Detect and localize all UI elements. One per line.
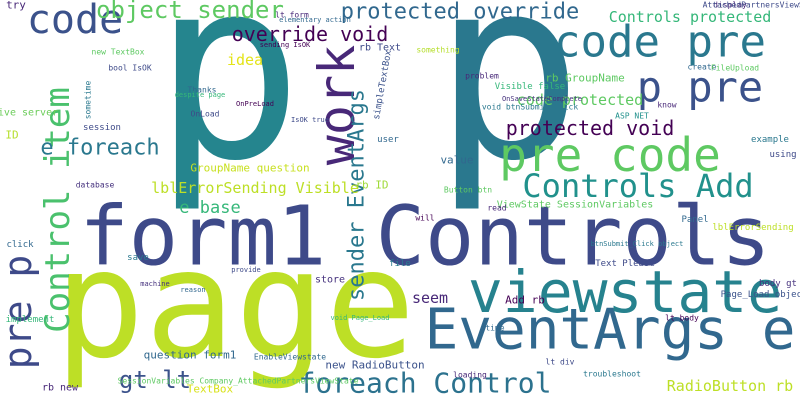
word: troubleshoot xyxy=(583,370,641,379)
word: pre p xyxy=(0,255,40,369)
word: bool IsOK xyxy=(108,64,152,73)
word: rb ID xyxy=(355,179,388,192)
word: e foreach xyxy=(40,136,159,161)
word: problem xyxy=(465,72,499,81)
word: FileUpload xyxy=(711,64,759,73)
word: pre code xyxy=(499,128,721,182)
word: body gt xyxy=(759,279,797,289)
word: session xyxy=(83,123,121,133)
word: void btnSubmit_Click xyxy=(482,103,579,112)
word: value xyxy=(440,154,473,167)
word: sending IsOK xyxy=(260,41,311,49)
word: lblErrorSending Visible xyxy=(151,179,359,197)
word: loading xyxy=(453,371,487,380)
word: something xyxy=(416,46,460,55)
word: OnLoad xyxy=(191,110,220,119)
word: example xyxy=(751,135,789,145)
word: Button btn xyxy=(444,186,492,195)
word: gt lt xyxy=(119,366,191,394)
word: provide xyxy=(231,266,261,274)
word: will xyxy=(415,214,434,223)
word: store xyxy=(315,275,345,286)
word: reason xyxy=(180,286,205,294)
word: work xyxy=(308,45,366,165)
word: btnSubmit_Click object xyxy=(591,240,684,248)
word: ASP NET xyxy=(615,112,649,121)
word: lt div xyxy=(546,358,575,367)
word: display xyxy=(713,1,747,10)
word: live server xyxy=(0,108,58,119)
word: OnPreLoad xyxy=(236,100,274,108)
word: lt body xyxy=(665,314,699,323)
word: Control item xyxy=(38,87,78,333)
word: try xyxy=(6,0,26,12)
word: click xyxy=(6,240,34,250)
word: code pre xyxy=(554,17,766,68)
word: time xyxy=(485,324,504,333)
word: p xyxy=(433,0,584,216)
word: TextBox xyxy=(187,383,234,396)
word: know xyxy=(657,101,676,110)
word: p pre xyxy=(637,63,763,112)
word: user xyxy=(377,135,399,145)
word: protected override xyxy=(341,0,579,25)
word: lblErrorSending xyxy=(712,223,793,233)
word: sender EventArgs xyxy=(345,89,370,301)
word: AttachedPartnersViewState vs xyxy=(703,1,800,10)
word: EventArgs e xyxy=(425,298,796,363)
word: Panel xyxy=(681,215,708,225)
word: save xyxy=(127,253,149,263)
word: ViewState SessionVariables xyxy=(497,200,654,211)
word: p xyxy=(153,0,304,216)
word: new TextBox xyxy=(92,48,145,57)
word: database xyxy=(76,181,115,190)
word: idea xyxy=(227,51,263,69)
word: SessionVariables Company_AttachedPartner… xyxy=(118,377,359,386)
word: Visible false xyxy=(495,82,565,92)
word: question form1 xyxy=(144,349,237,362)
word: protected void xyxy=(506,116,675,140)
word: RadioButton rb xyxy=(667,377,793,395)
word: OnSaveStateComplete xyxy=(502,95,582,103)
word: foreach Control xyxy=(299,367,552,400)
word: IsOK true xyxy=(291,116,329,124)
word: read xyxy=(487,204,506,213)
word: ID xyxy=(5,129,18,142)
word: machine xyxy=(140,280,170,288)
word: form1 Controls xyxy=(79,190,770,285)
word: implement xyxy=(6,315,55,325)
word: void Page_Load xyxy=(330,314,389,322)
word: elementary action xyxy=(279,16,351,24)
word: rb new xyxy=(42,383,79,394)
word: Thanks xyxy=(188,86,217,95)
word: despite page xyxy=(175,91,226,99)
word: Add rb xyxy=(505,294,545,307)
word: lt form xyxy=(275,11,309,20)
word: Controls Add xyxy=(522,167,753,205)
word: sometime xyxy=(84,81,93,120)
word: Text Please xyxy=(595,259,655,269)
word: rb GroupName xyxy=(545,72,624,85)
word: code xyxy=(27,0,123,43)
word: seem xyxy=(412,289,448,307)
word: code protected xyxy=(517,91,643,109)
word: override void xyxy=(232,22,389,46)
word: file xyxy=(389,259,411,269)
word: rb Text xyxy=(359,43,401,54)
word: create xyxy=(688,63,717,72)
word: using xyxy=(769,150,796,160)
word: EnableViewstate xyxy=(254,353,326,362)
word: object sender xyxy=(96,0,284,24)
word: Controls protected xyxy=(609,8,772,26)
word: e base xyxy=(179,198,240,218)
word: GroupName question xyxy=(190,162,309,175)
word: Page_Load object xyxy=(721,290,800,300)
word: new RadioButton xyxy=(325,359,424,372)
word: page xyxy=(54,218,415,392)
word: viewstate xyxy=(468,258,782,326)
